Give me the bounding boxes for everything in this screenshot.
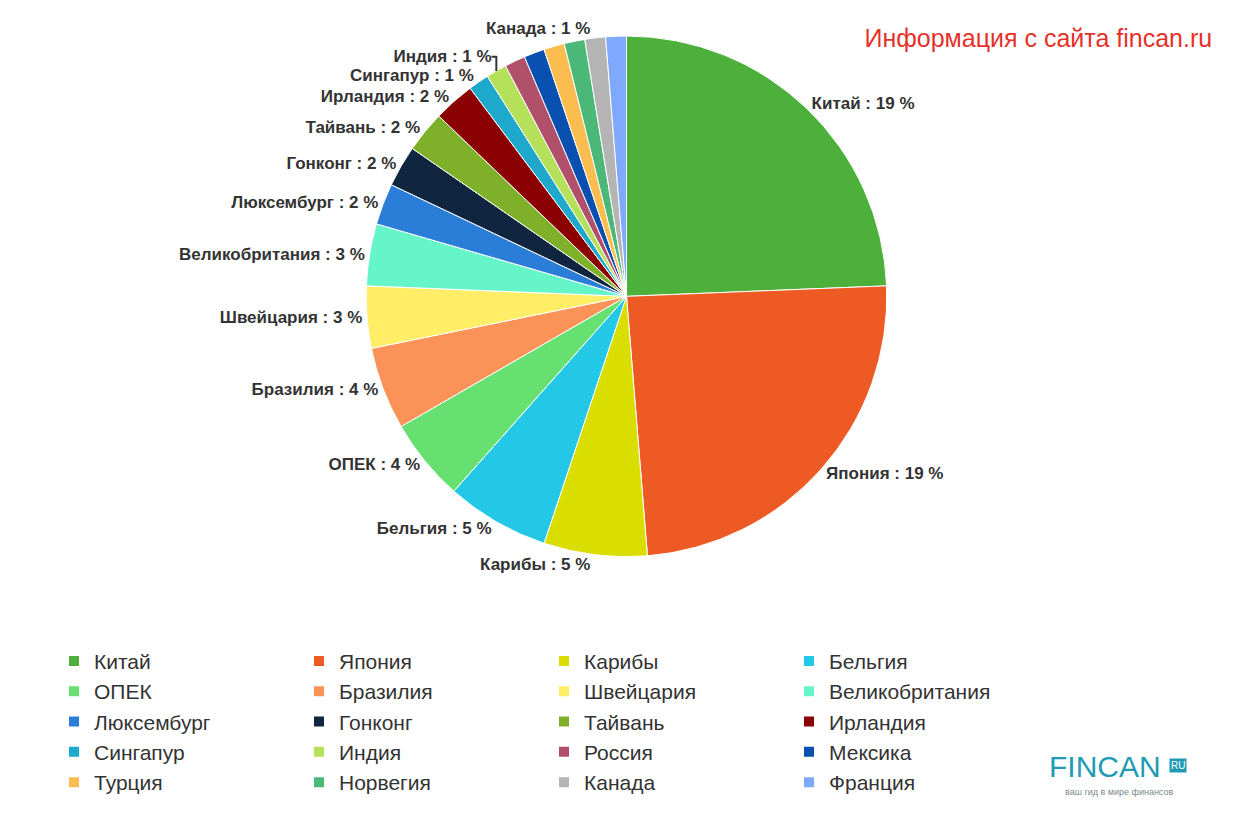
svg-text:Китай: Китай: [94, 650, 151, 673]
svg-text:RU: RU: [1171, 760, 1185, 771]
svg-text:Гонконг: Гонконг: [339, 711, 413, 734]
svg-text:Ирландия: Ирландия: [829, 711, 926, 734]
svg-text:Информация с сайта fincan.ru: Информация с сайта fincan.ru: [864, 24, 1212, 52]
svg-text:Россия: Россия: [584, 741, 653, 764]
svg-text:Канада: Канада: [584, 771, 655, 794]
svg-text:Франция: Франция: [829, 771, 915, 794]
svg-text:ОПЕК : 4 %: ОПЕК : 4 %: [329, 455, 421, 474]
svg-text:Карибы : 5 %: Карибы : 5 %: [480, 555, 590, 574]
svg-text:Сингапур : 1 %: Сингапур : 1 %: [350, 66, 474, 85]
svg-text:Китай : 19 %: Китай : 19 %: [812, 94, 915, 113]
svg-text:Япония: Япония: [339, 650, 412, 673]
svg-text:Великобритания: Великобритания: [829, 680, 990, 703]
svg-text:Тайвань: Тайвань: [584, 711, 664, 734]
svg-text:ОПЕК: ОПЕК: [94, 680, 152, 703]
svg-text:Люксембург : 2 %: Люксембург : 2 %: [231, 193, 378, 212]
svg-text:Индия: Индия: [339, 741, 401, 764]
svg-text:Мексика: Мексика: [829, 741, 912, 764]
svg-text:Канада : 1 %: Канада : 1 %: [486, 19, 590, 38]
svg-text:Норвегия: Норвегия: [339, 771, 431, 794]
svg-text:Швейцария: Швейцария: [584, 680, 696, 703]
svg-text:Бразилия: Бразилия: [339, 680, 433, 703]
svg-text:ваш гид в мире финансов: ваш гид в мире финансов: [1065, 787, 1173, 797]
svg-text:Сингапур: Сингапур: [94, 741, 185, 764]
svg-text:Карибы: Карибы: [584, 650, 658, 673]
svg-text:Бельгия: Бельгия: [829, 650, 908, 673]
svg-text:Ирландия : 2 %: Ирландия : 2 %: [321, 87, 449, 106]
svg-text:Бразилия : 4 %: Бразилия : 4 %: [252, 380, 379, 399]
svg-text:Гонконг : 2 %: Гонконг : 2 %: [286, 154, 396, 173]
svg-text:Люксембург: Люксембург: [94, 711, 211, 734]
svg-text:Бельгия : 5 %: Бельгия : 5 %: [377, 519, 492, 538]
svg-text:Тайвань : 2 %: Тайвань : 2 %: [305, 118, 420, 137]
svg-text:FINCAN: FINCAN: [1049, 750, 1161, 783]
svg-text:Турция: Турция: [94, 771, 163, 794]
svg-text:Швейцария : 3 %: Швейцария : 3 %: [220, 308, 362, 327]
svg-text:Япония : 19 %: Япония : 19 %: [826, 464, 943, 483]
svg-text:Индия : 1 %: Индия : 1 %: [394, 47, 492, 66]
svg-text:Великобритания : 3 %: Великобритания : 3 %: [179, 245, 365, 264]
